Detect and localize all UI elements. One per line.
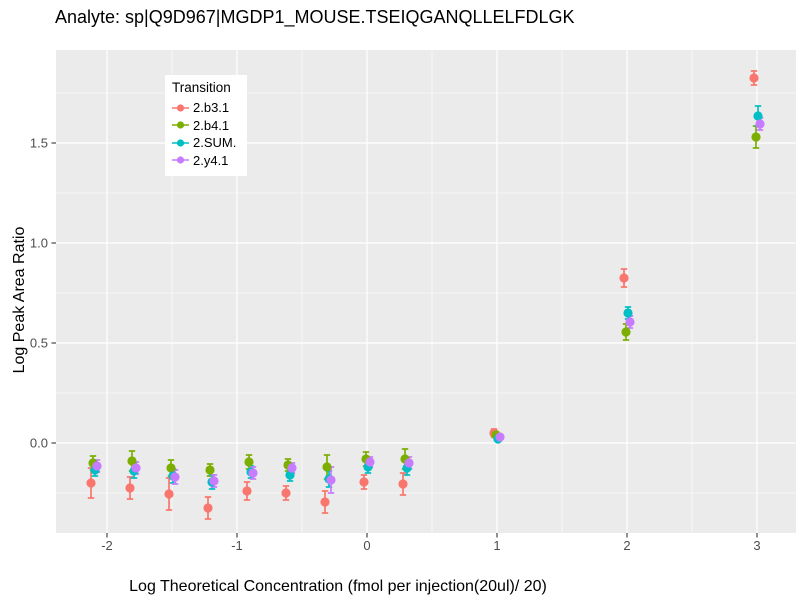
x-tick-label: -2 <box>101 538 113 553</box>
legend-label: 2.y4.1 <box>193 152 229 168</box>
legend-label: 2.b3.1 <box>193 100 230 116</box>
data-point <box>170 472 180 482</box>
data-point <box>242 486 252 496</box>
data-point <box>755 119 765 129</box>
legend: Transition 2.b3.1 2.b4.1 2.SUM. 2.y4.1 <box>165 75 247 176</box>
data-point <box>164 489 174 499</box>
legend-item: 2.b4.1 <box>171 117 241 135</box>
data-point <box>287 463 297 473</box>
x-tick-label: -1 <box>231 538 243 553</box>
pointrange-key-icon <box>172 139 189 147</box>
data-point <box>127 456 137 466</box>
legend-label: 2.SUM. <box>193 135 237 151</box>
plot-title: Analyte: sp|Q9D967|MGDP1_MOUSE.TSEIQGANQ… <box>55 7 575 27</box>
data-point <box>205 465 215 475</box>
data-point <box>623 308 633 318</box>
legend-item: 2.SUM. <box>171 134 241 152</box>
data-point <box>625 317 635 327</box>
data-point <box>621 327 631 337</box>
data-point <box>751 132 761 142</box>
data-point <box>86 478 96 488</box>
y-tick-label: 1.0 <box>30 236 48 251</box>
y-tick-label: 0.0 <box>30 436 48 451</box>
y-tick-label: 0.5 <box>30 336 48 351</box>
data-point <box>753 111 763 121</box>
data-point <box>281 488 291 498</box>
legend-title: Transition <box>172 80 231 95</box>
data-point <box>365 457 375 467</box>
data-point <box>359 477 369 487</box>
legend-label: 2.b4.1 <box>193 117 230 133</box>
data-point <box>244 457 254 467</box>
data-point <box>166 463 176 473</box>
data-point <box>619 273 629 283</box>
data-point <box>749 73 759 83</box>
pointrange-key-icon <box>172 156 189 164</box>
data-point <box>248 468 258 478</box>
y-axis-title: Log Peak Area Ratio <box>11 226 28 374</box>
data-point <box>125 483 135 493</box>
x-tick-label: 1 <box>493 538 500 553</box>
pointrange-key-icon <box>172 121 189 129</box>
y-tick-label: 1.5 <box>30 136 48 151</box>
data-point <box>209 476 219 486</box>
pointrange-key-icon <box>172 104 189 112</box>
x-tick-label: 3 <box>753 538 760 553</box>
data-point <box>320 497 330 507</box>
data-point <box>131 463 141 473</box>
data-point <box>322 462 332 472</box>
data-point <box>92 461 102 471</box>
data-point <box>326 475 336 485</box>
data-point <box>285 470 295 480</box>
data-point <box>495 432 505 442</box>
x-tick-label: 0 <box>363 538 370 553</box>
x-tick-label: 2 <box>623 538 630 553</box>
x-axis-title: Log Theoretical Concentration (fmol per … <box>129 578 547 595</box>
legend-item: 2.y4.1 <box>171 152 241 170</box>
legend-item: 2.b3.1 <box>171 99 241 117</box>
data-point <box>203 503 213 513</box>
data-point <box>398 479 408 489</box>
data-point <box>404 458 414 468</box>
